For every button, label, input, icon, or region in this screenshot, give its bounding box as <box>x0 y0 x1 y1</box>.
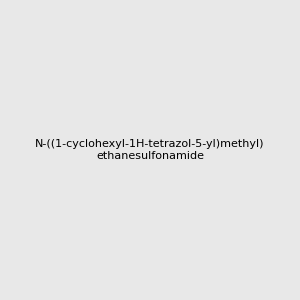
Text: N-((1-cyclohexyl-1H-tetrazol-5-yl)methyl)
ethanesulfonamide: N-((1-cyclohexyl-1H-tetrazol-5-yl)methyl… <box>35 139 265 161</box>
